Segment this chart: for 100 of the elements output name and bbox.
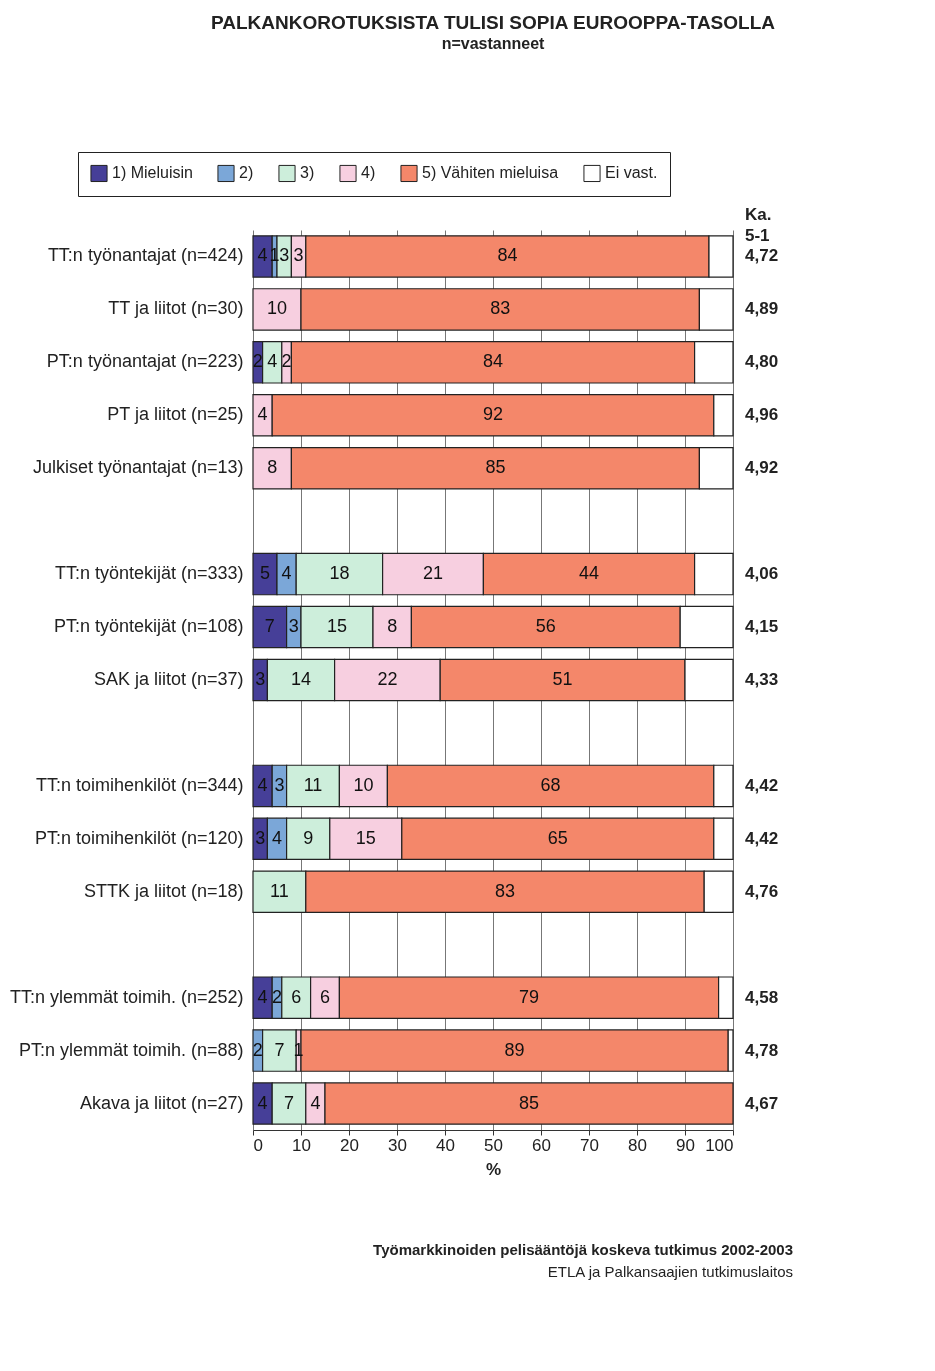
data-label: 85	[518, 1092, 540, 1113]
data-label: 84	[497, 245, 518, 266]
data-label: 4	[271, 827, 283, 848]
x-tick-label: 50	[484, 1135, 503, 1155]
x-tick-label: 90	[676, 1135, 695, 1155]
text: 4,78	[745, 1040, 779, 1060]
x-tick-label: 60	[532, 1135, 551, 1155]
x-tick-label: 40	[436, 1135, 455, 1155]
y-tick-label: PT:n työntekijät (n=108)	[53, 616, 244, 637]
text: 4,89	[745, 299, 779, 319]
data-label: 79	[518, 986, 540, 1007]
data-label: 5	[259, 563, 271, 584]
data-label: 21	[422, 563, 444, 584]
data-label: 3	[279, 245, 290, 266]
data-label: 3	[293, 245, 304, 266]
data-label: 14	[290, 669, 312, 689]
y-tick-label: Akava ja liitot (n=27)	[79, 1092, 244, 1113]
text: 4,15	[745, 617, 779, 637]
bar	[252, 235, 273, 278]
data-label: 68	[540, 774, 561, 795]
text: 4,67	[745, 1093, 779, 1113]
data-label: 84	[482, 351, 504, 372]
data-label: 3	[255, 827, 266, 848]
data-label: 89	[504, 1039, 525, 1060]
data-label: 10	[266, 298, 288, 319]
text: Työmarkkinoiden pelisääntöjä koskeva tutkimus 2002-2003	[373, 1241, 793, 1258]
data-label: 83	[490, 298, 511, 319]
legend-label: Ei vast.	[605, 164, 658, 182]
x-tick-label: 0	[253, 1135, 263, 1155]
x-tick-label: 80	[628, 1135, 647, 1155]
data-label: 56	[535, 616, 556, 637]
y-tick-label: STTK ja liitot (n=18)	[83, 880, 244, 901]
data-label: 4	[257, 774, 268, 795]
y-tick-label: Julkiset työnantajat (n=13)	[32, 457, 244, 478]
text: 4,72	[745, 246, 779, 266]
data-label: 4	[257, 245, 268, 266]
data-label: 2	[281, 351, 292, 372]
data-label: 22	[377, 669, 398, 689]
y-tick-label: TT:n toimihenkilöt (n=344)	[35, 774, 244, 795]
x-tick-label: 100	[705, 1135, 734, 1155]
data-label: 92	[482, 404, 504, 425]
data-label: 15	[326, 616, 348, 637]
data-label: 65	[547, 827, 568, 848]
data-label: 3	[288, 616, 299, 637]
x-tick-label: 30	[388, 1135, 407, 1155]
data-label: 4	[267, 351, 278, 372]
data-label: 1	[293, 1039, 304, 1060]
data-label: 6	[291, 986, 302, 1007]
legend-label: 4)	[361, 164, 376, 182]
y-tick-label: SAK ja liitot (n=37)	[93, 669, 244, 689]
data-label: 2	[252, 351, 263, 372]
x-axis-title: %	[485, 1159, 502, 1179]
chart-subtitle: n=vastanneet	[441, 34, 546, 52]
text: 4,33	[745, 670, 779, 689]
text: Ka. 5-1	[745, 205, 772, 245]
data-label: 4	[257, 1092, 268, 1113]
text: 4,06	[745, 564, 779, 584]
data-label: 7	[283, 1092, 295, 1113]
data-label: 85	[485, 457, 506, 478]
data-label: 10	[353, 774, 374, 795]
data-label: 4	[310, 1092, 321, 1113]
data-label: 3	[255, 669, 266, 689]
text: 4,92	[745, 458, 779, 478]
data-label: 11	[303, 774, 323, 795]
data-label: 4	[281, 563, 292, 584]
data-label: 18	[329, 563, 350, 584]
data-label: 44	[578, 563, 600, 584]
y-tick-label: PT:n työnantajat (n=223)	[46, 351, 244, 372]
y-tick-label: PT ja liitot (n=25)	[107, 404, 244, 425]
data-label: 4	[257, 404, 268, 425]
data-label: 8	[267, 457, 278, 478]
data-label: 2	[271, 986, 283, 1007]
data-label: 6	[319, 986, 331, 1007]
y-tick-label: TT:n ylemmät toimih. (n=252)	[9, 986, 244, 1007]
text: ETLA ja Palkansaajien tutkimuslaitos	[547, 1263, 793, 1280]
data-label: 9	[303, 827, 314, 848]
legend-label: 5) Vähiten mieluisa	[422, 164, 559, 182]
data-label: 83	[494, 880, 516, 901]
data-label: 3	[274, 774, 285, 795]
text: 4,42	[745, 775, 779, 795]
data-label: 7	[274, 1039, 285, 1060]
data-label: 51	[552, 669, 573, 689]
legend-label: 2)	[239, 164, 254, 182]
y-tick-label: PT:n ylemmät toimih. (n=88)	[18, 1039, 244, 1060]
data-label: 8	[387, 616, 398, 637]
text: 4,80	[745, 352, 779, 372]
y-tick-label: TT ja liitot (n=30)	[108, 298, 244, 319]
x-tick-label: 10	[292, 1135, 311, 1155]
x-tick-label: 70	[580, 1135, 599, 1155]
text: 4,96	[745, 405, 779, 425]
data-label: 4	[257, 986, 268, 1007]
data-label: 11	[270, 880, 289, 901]
text: 4,58	[745, 987, 779, 1007]
chart-title: PALKANKOROTUKSISTA TULISI SOPIA EUROOPPA-TASOLLA	[210, 11, 776, 33]
y-tick-label: TT:n työntekijät (n=333)	[54, 563, 244, 584]
y-tick-label: PT:n toimihenkilöt (n=120)	[34, 827, 244, 848]
data-label: 15	[355, 827, 376, 848]
text: 4,76	[745, 881, 779, 901]
legend-label: 1) Mieluisin	[112, 164, 193, 182]
text: 4,42	[745, 828, 779, 848]
